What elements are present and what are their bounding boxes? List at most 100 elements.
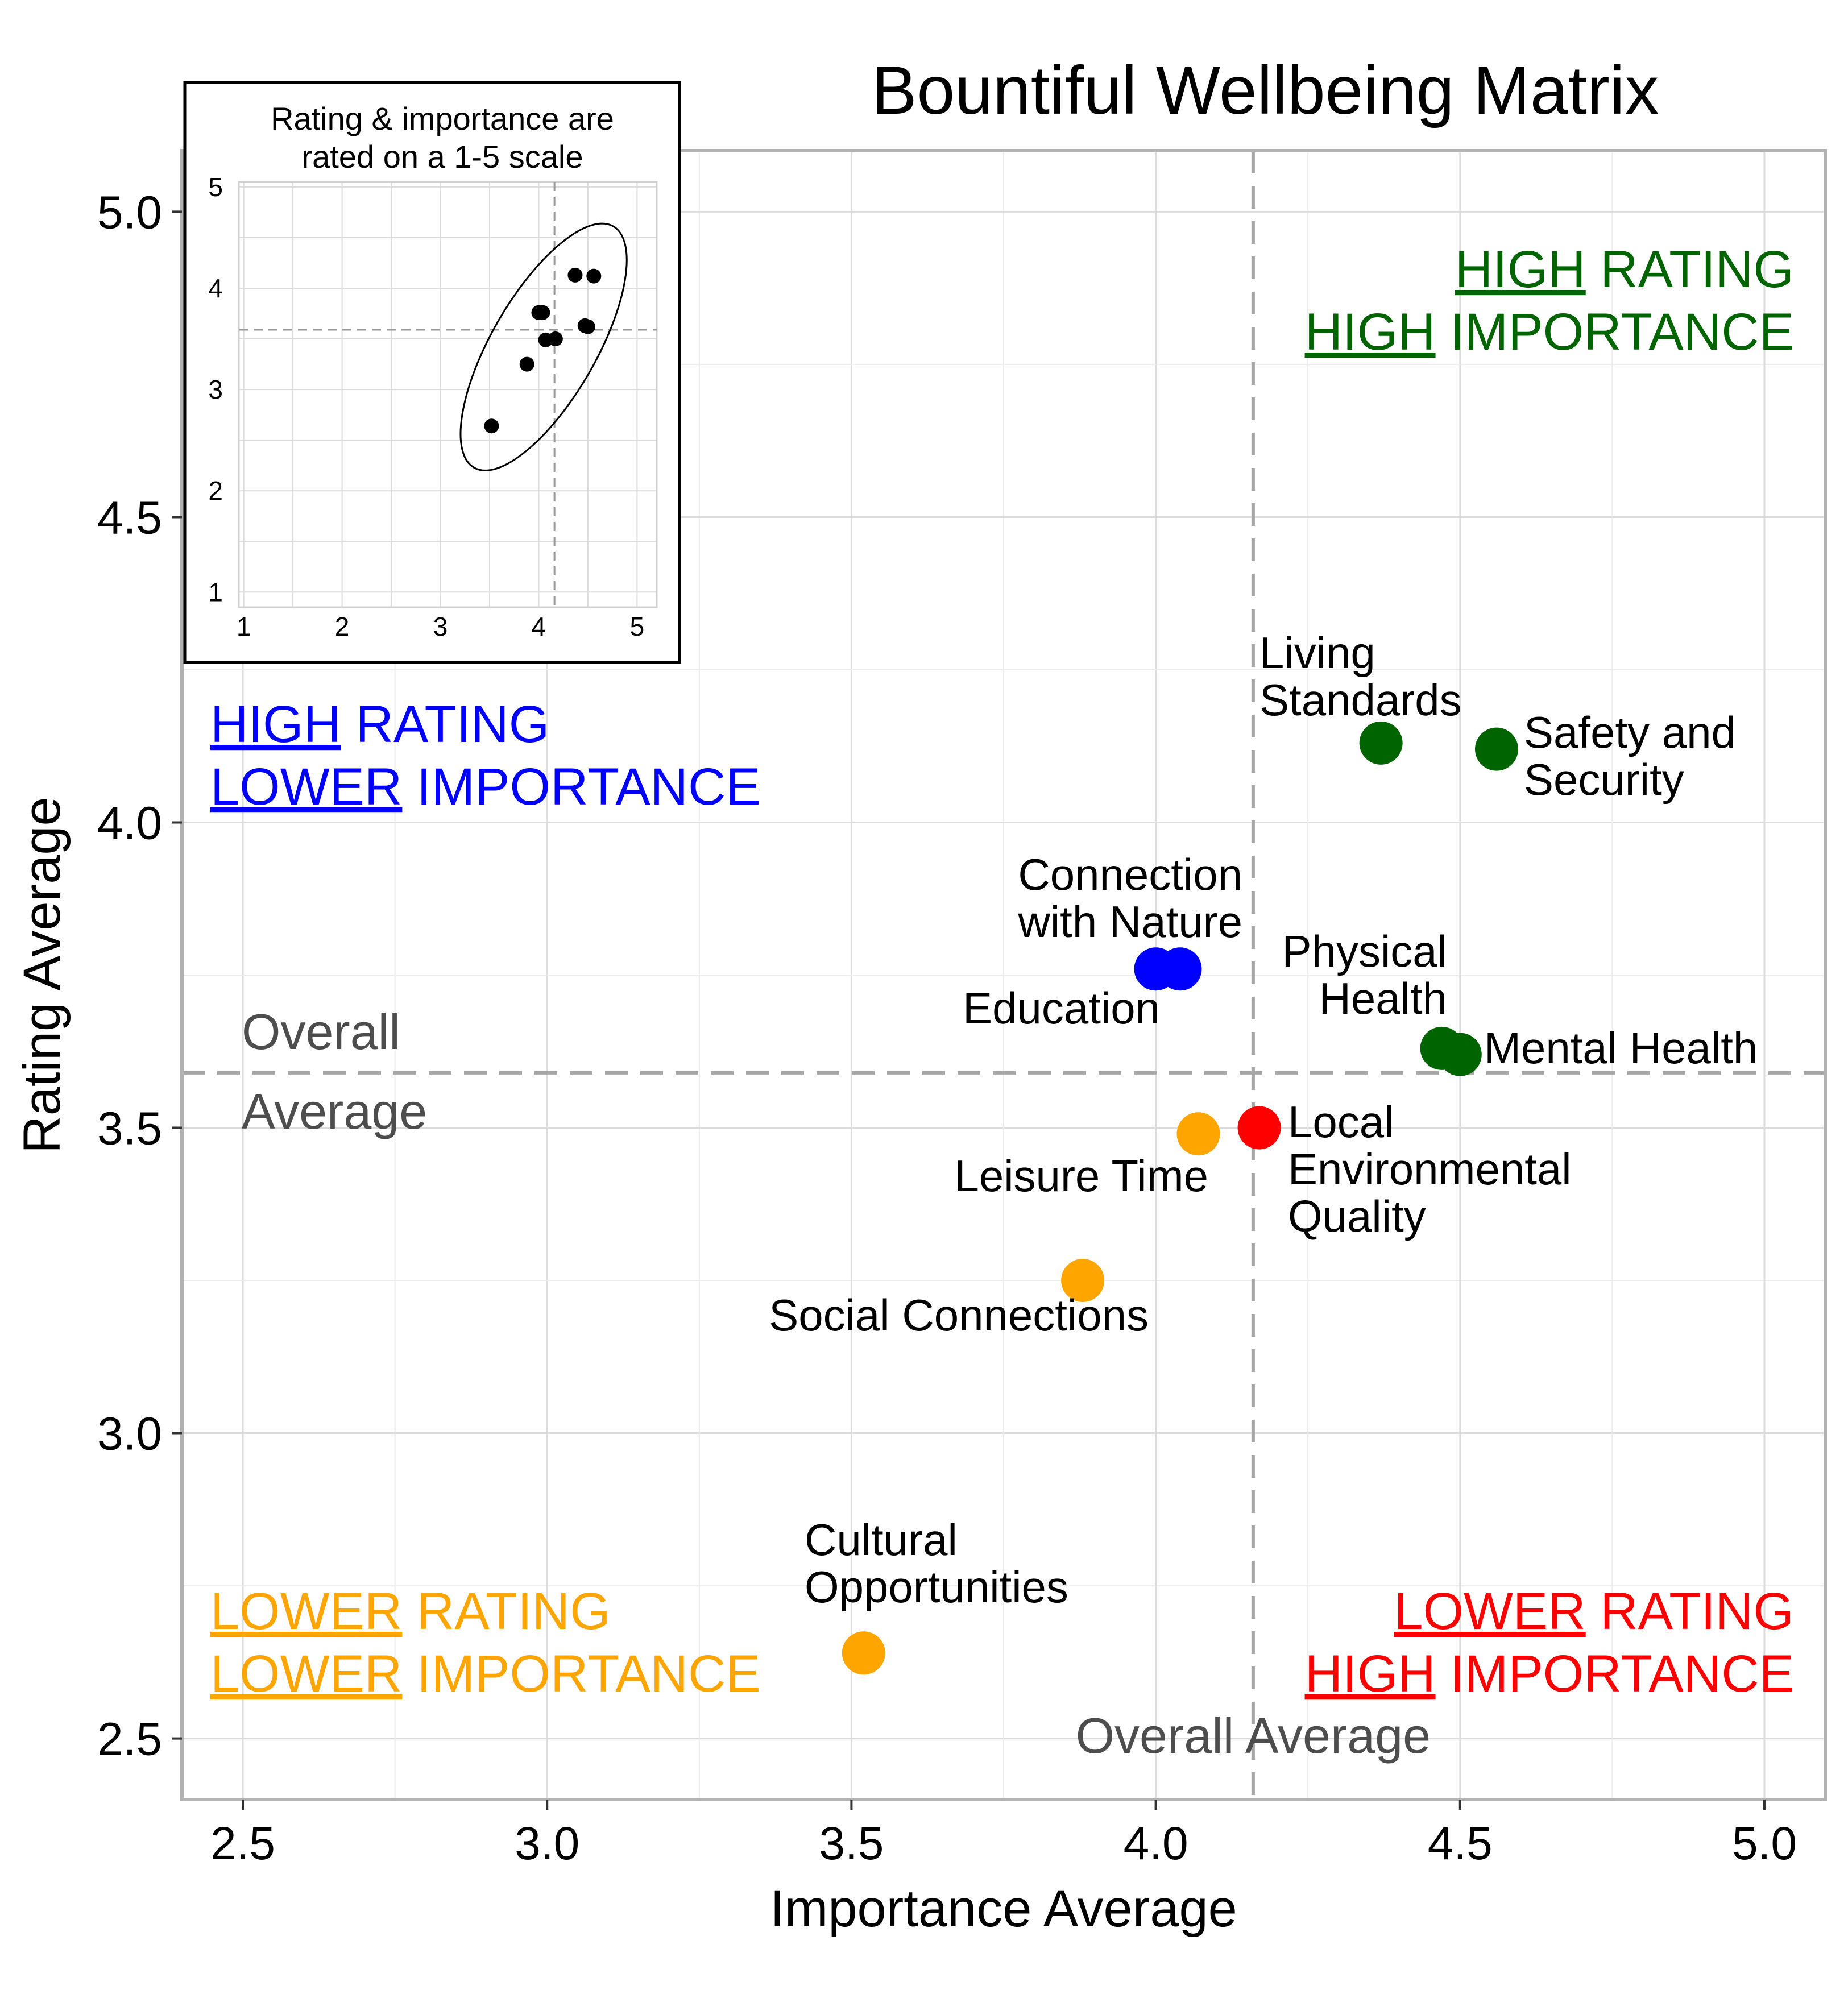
quadrant-label-top-right-line1: HIGH RATING (1455, 241, 1794, 298)
data-point (1134, 947, 1178, 991)
inset-x-tick-label: 3 (433, 612, 448, 641)
data-point (1438, 1033, 1482, 1076)
inset-data-point (538, 332, 553, 347)
point-label: Leisure Time (954, 1151, 1208, 1201)
quadrant-label-bottom-left-line1: LOWER RATING (210, 1582, 611, 1640)
quadrant-label-rest: RATING (1586, 1582, 1794, 1640)
inset-x-tick-label: 2 (335, 612, 350, 641)
x-average-label: Overall Average (1076, 1707, 1431, 1764)
y-average-label-line1: Overall (242, 1004, 400, 1060)
quadrant-label-emphasis: LOWER (1394, 1582, 1585, 1640)
axes: 2.5 3.0 3.5 4.0 4.5 5.0 2.5 3.0 3.5 4.0 4.5 5.0 (97, 186, 1797, 1869)
y-axis-label: Rating Average (13, 797, 71, 1153)
point-label-line: Physical (1282, 926, 1447, 976)
reference-lines: Overall Average Overall Average (182, 151, 1825, 1800)
data-point (1475, 727, 1518, 771)
inset-data-point (519, 356, 534, 372)
inset-data-point (484, 418, 499, 434)
x-axis-label: Importance Average (770, 1880, 1237, 1938)
y-tick-label: 3.0 (97, 1408, 162, 1460)
x-tick-label: 3.0 (515, 1818, 579, 1869)
inset-title-line2: rated on a 1-5 scale (302, 139, 583, 175)
inset-border (183, 81, 681, 664)
quadrant-label-emphasis: LOWER (210, 1645, 402, 1703)
x-tick-label: 3.5 (819, 1818, 884, 1869)
point-label-line: Cultural (805, 1515, 958, 1565)
point-label-line: Local (1288, 1097, 1394, 1147)
inset-x-tick-label: 1 (237, 612, 251, 641)
quadrant-label-rest: IMPORTANCE (1436, 303, 1794, 361)
quadrant-label-bottom-left-line2: LOWER IMPORTANCE (210, 1645, 761, 1703)
data-point (1176, 1112, 1220, 1156)
point-label: Physical Health (1282, 926, 1447, 1023)
quadrant-label-emphasis: LOWER (210, 1582, 402, 1640)
quadrant-label-rest: RATING (402, 1582, 610, 1640)
point-label-line: Safety and (1524, 707, 1736, 757)
inset-y-tick-label: 3 (208, 375, 223, 404)
inset-panel (238, 181, 658, 608)
quadrant-label-rest: IMPORTANCE (402, 758, 760, 816)
inset-data-point (567, 267, 583, 283)
inset-y-tick-label: 5 (208, 172, 223, 202)
y-tick-label: 5.0 (97, 186, 162, 238)
quadrant-label-emphasis: HIGH (1455, 241, 1586, 298)
quadrant-label-rest: RATING (341, 695, 549, 753)
y-tick-label: 4.5 (97, 492, 162, 544)
point-label-line: Environmental (1288, 1144, 1572, 1194)
x-tick-label: 5.0 (1732, 1818, 1797, 1869)
point-label-line: Quality (1288, 1191, 1426, 1241)
quadrant-label-emphasis: HIGH (1305, 303, 1436, 361)
inset-data-point (586, 268, 602, 284)
inset-data-point (580, 319, 595, 334)
y-tick-label: 2.5 (97, 1714, 162, 1765)
point-label-line: Security (1524, 754, 1684, 805)
inset-data-point (531, 305, 546, 320)
quadrant-label-emphasis: LOWER (210, 758, 402, 816)
point-label: Safety and Security (1524, 707, 1736, 805)
x-tick-label: 4.5 (1428, 1818, 1493, 1869)
point-label-line: Social Connections (769, 1290, 1149, 1340)
y-tick-label: 4.0 (97, 797, 162, 849)
point-label: Education (963, 983, 1160, 1033)
quadrant-label-rest: IMPORTANCE (1436, 1645, 1794, 1703)
data-point (1237, 1106, 1281, 1150)
inset-y-tick-label: 2 (208, 476, 223, 505)
point-label-line: Leisure Time (954, 1151, 1208, 1201)
plot-panel-border (180, 149, 1827, 1801)
point-label-line: Living (1259, 628, 1375, 678)
inset-y-tick-label: 1 (208, 577, 223, 607)
point-label: Cultural Opportunities (805, 1515, 1068, 1612)
point-label-line: Mental Health (1484, 1023, 1758, 1073)
quadrant-label-top-right-line2: HIGH IMPORTANCE (1305, 303, 1794, 361)
inset-title-line1: Rating & importance are (271, 101, 614, 136)
point-label: Social Connections (769, 1290, 1149, 1340)
point-label-line: Health (1319, 973, 1447, 1023)
data-point (1061, 1259, 1105, 1303)
data-points (842, 721, 1518, 1675)
quadrant-label-top-left-line2: LOWER IMPORTANCE (210, 758, 761, 816)
quadrant-label-rest: IMPORTANCE (402, 1645, 760, 1703)
point-label-line: Education (963, 983, 1160, 1033)
quadrant-label-bottom-right-line2: HIGH IMPORTANCE (1305, 1645, 1794, 1703)
x-tick-label: 2.5 (210, 1818, 275, 1869)
point-label: Connection with Nature (1018, 849, 1243, 947)
y-average-label-line2: Average (242, 1083, 427, 1139)
point-label-line: Connection (1018, 849, 1242, 899)
y-tick-label: 3.5 (97, 1103, 162, 1155)
inset-x-tick-label: 4 (532, 612, 546, 641)
data-point (842, 1631, 885, 1675)
point-labels: Living Standards Safety and Security Physica… (769, 628, 1758, 1612)
point-label: Mental Health (1484, 1023, 1758, 1073)
quadrant-label-emphasis: HIGH (1305, 1645, 1436, 1703)
inset-y-tick-label: 4 (208, 273, 223, 303)
inset-ellipse (459, 222, 628, 471)
quadrant-label-bottom-right-line1: LOWER RATING (1394, 1582, 1794, 1640)
point-label-line: Opportunities (805, 1562, 1068, 1612)
point-label-line: with Nature (1018, 897, 1243, 947)
inset-x-tick-label: 5 (630, 612, 645, 641)
quadrant-label-emphasis: HIGH (210, 695, 341, 753)
point-label: Living Standards (1259, 628, 1462, 725)
